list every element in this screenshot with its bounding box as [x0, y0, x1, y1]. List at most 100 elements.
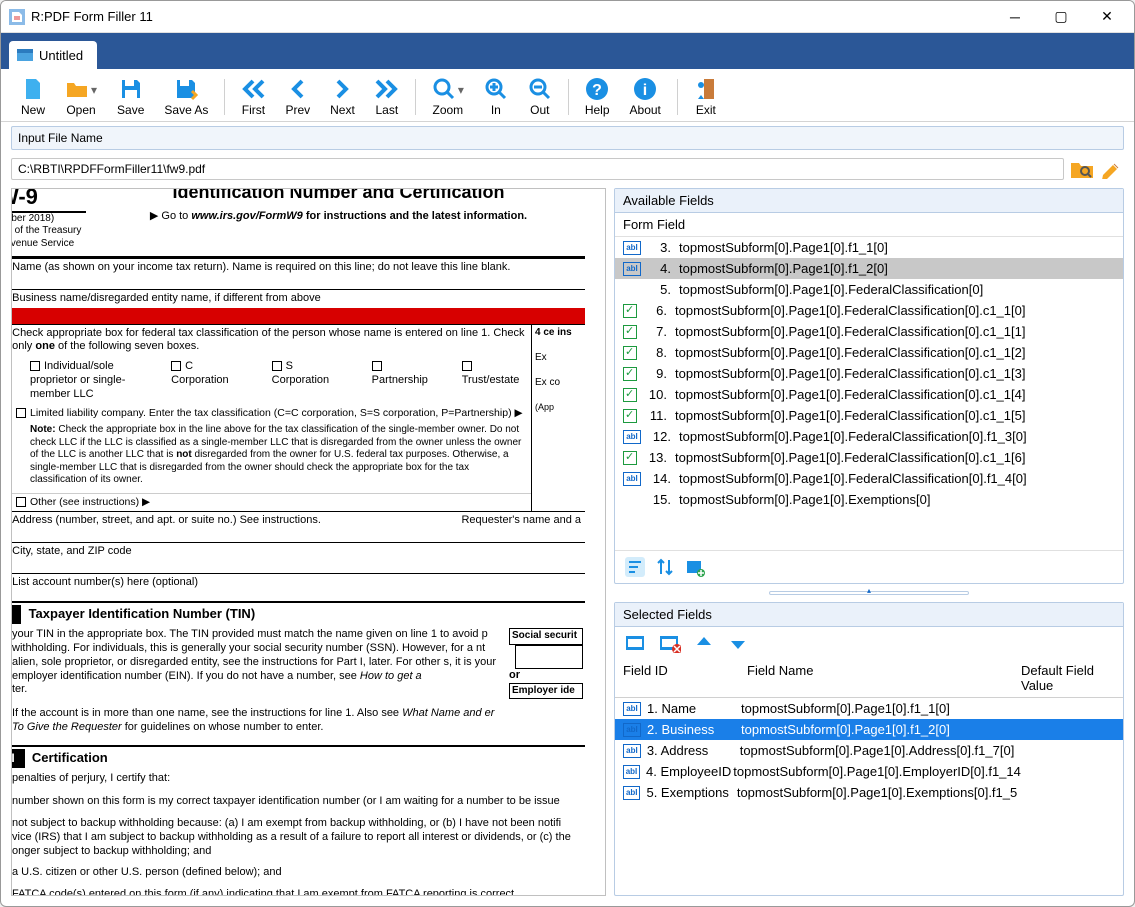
available-field-item[interactable]: 5.topmostSubform[0].Page1[0].FederalClas…: [615, 279, 1123, 300]
next-button[interactable]: Next: [320, 75, 365, 119]
text-field-icon: abI: [623, 723, 641, 737]
field-name: topmostSubform[0].Page1[0].FederalClassi…: [675, 324, 1115, 339]
available-subheader: Form Field: [615, 213, 1123, 237]
checkbox-field-icon: [623, 346, 637, 360]
available-field-item[interactable]: 8.topmostSubform[0].Page1[0].FederalClas…: [615, 342, 1123, 363]
available-field-item[interactable]: abI14.topmostSubform[0].Page1[0].Federal…: [615, 468, 1123, 489]
main-area: W-9 ctober 2018) ent of the Treasury Rev…: [1, 188, 1134, 906]
available-field-item[interactable]: 11.topmostSubform[0].Page1[0].FederalCla…: [615, 405, 1123, 426]
open-button[interactable]: ▾Open: [55, 75, 107, 119]
file-path-input[interactable]: [11, 158, 1064, 180]
move-down-icon[interactable]: [727, 633, 749, 653]
search-folder-icon: [1070, 159, 1094, 179]
selected-toolbar: [615, 627, 1123, 659]
add-field-icon[interactable]: [685, 557, 705, 577]
field-id: 2. Business: [641, 722, 741, 737]
exit-button[interactable]: Exit: [684, 75, 728, 119]
exit-icon: [694, 77, 718, 101]
move-up-icon[interactable]: [693, 633, 715, 653]
field-name: topmostSubform[0].Page1[0].FederalClassi…: [675, 408, 1115, 423]
first-button[interactable]: First: [231, 75, 275, 119]
field-add-icon[interactable]: [625, 633, 647, 653]
text-field-icon: abI: [623, 702, 641, 716]
text-field-icon: abI: [623, 262, 641, 276]
field-name: topmostSubform[0].Page1[0].Exemptions[0]: [679, 492, 1115, 507]
save-button[interactable]: Save: [107, 75, 154, 119]
checkbox-field-icon: [623, 409, 637, 423]
about-button[interactable]: iAbout: [620, 75, 671, 119]
zoomin-icon: [484, 77, 508, 101]
panel-splitter[interactable]: [614, 590, 1124, 596]
selected-header: Selected Fields: [615, 603, 1123, 627]
about-icon: i: [633, 77, 657, 101]
field-name: topmostSubform[0].Page1[0].FederalClassi…: [675, 303, 1115, 318]
field-number: 12.: [649, 429, 671, 444]
selected-field-row[interactable]: abI1. NametopmostSubform[0].Page1[0].f1_…: [615, 698, 1123, 719]
field-id: 3. Address: [641, 743, 740, 758]
selected-field-row[interactable]: abI4. EmployeeIDtopmostSubform[0].Page1[…: [615, 761, 1123, 782]
field-number: 9.: [645, 366, 667, 381]
document-icon: [17, 47, 33, 63]
zoomout-button[interactable]: Out: [518, 75, 562, 119]
svg-text:?: ?: [592, 82, 602, 99]
maximize-button[interactable]: ▢: [1038, 2, 1084, 32]
available-field-item[interactable]: abI12.topmostSubform[0].Page1[0].Federal…: [615, 426, 1123, 447]
app-icon: [9, 9, 25, 25]
field-name: topmostSubform[0].Page1[0].f1_1[0]: [741, 701, 1013, 716]
selected-fields-table[interactable]: abI1. NametopmostSubform[0].Page1[0].f1_…: [615, 698, 1123, 895]
available-field-item[interactable]: 10.topmostSubform[0].Page1[0].FederalCla…: [615, 384, 1123, 405]
zoomin-button[interactable]: In: [474, 75, 518, 119]
field-number: 15.: [649, 492, 671, 507]
text-field-icon: abI: [623, 765, 640, 779]
new-button[interactable]: New: [11, 75, 55, 119]
next-icon: [330, 77, 354, 101]
field-name: topmostSubform[0].Page1[0].f1_2[0]: [741, 722, 1013, 737]
available-field-item[interactable]: 7.topmostSubform[0].Page1[0].FederalClas…: [615, 321, 1123, 342]
prev-button[interactable]: Prev: [275, 75, 320, 119]
available-field-item[interactable]: abI3.topmostSubform[0].Page1[0].f1_1[0]: [615, 237, 1123, 258]
text-field-icon: abI: [623, 786, 640, 800]
field-number: 6.: [645, 303, 667, 318]
close-button[interactable]: ✕: [1084, 2, 1130, 32]
pdf-preview[interactable]: W-9 ctober 2018) ent of the Treasury Rev…: [11, 188, 606, 896]
pencil-icon: [1100, 159, 1124, 179]
available-field-item[interactable]: 9. topmostSubform[0].Page1[0].FederalClas…: [615, 363, 1123, 384]
selected-field-row[interactable]: abI3. AddresstopmostSubform[0].Page1[0].…: [615, 740, 1123, 761]
available-toolbar: [615, 550, 1123, 583]
available-field-item[interactable]: abI4.topmostSubform[0].Page1[0].f1_2[0]: [615, 258, 1123, 279]
sort-icon[interactable]: [625, 557, 645, 577]
help-button[interactable]: ?Help: [575, 75, 620, 119]
available-field-item[interactable]: 13.topmostSubform[0].Page1[0].FederalCla…: [615, 447, 1123, 468]
tab-untitled[interactable]: Untitled: [9, 41, 97, 69]
minimize-button[interactable]: ─: [992, 2, 1038, 32]
toolbar: New ▾Open Save Save As First Prev Next L…: [1, 69, 1134, 122]
field-name: topmostSubform[0].Page1[0].Exemptions[0]…: [737, 785, 1017, 800]
field-number: 5.: [649, 282, 671, 297]
field-remove-icon[interactable]: [659, 633, 681, 653]
pdf-title: Identification Number and Certification: [92, 188, 585, 204]
field-name: topmostSubform[0].Page1[0].FederalClassi…: [675, 366, 1115, 381]
edit-button[interactable]: [1100, 159, 1124, 179]
available-field-item[interactable]: 15. topmostSubform[0].Page1[0].Exemptions…: [615, 489, 1123, 510]
last-button[interactable]: Last: [365, 75, 409, 119]
available-fields-panel: Available Fields Form Field abI3.topmost…: [614, 188, 1124, 584]
zoom-icon: [432, 77, 456, 101]
text-field-icon: abI: [623, 472, 641, 486]
dropdown-arrow-icon: ▾: [91, 83, 97, 97]
zoom-button[interactable]: ▾Zoom: [422, 75, 474, 119]
transfer-icon[interactable]: [655, 557, 675, 577]
selected-field-row[interactable]: abI2. BusinesstopmostSubform[0].Page1[0]…: [615, 719, 1123, 740]
svg-text:i: i: [643, 82, 647, 99]
field-name: topmostSubform[0].Page1[0].FederalClassi…: [679, 471, 1115, 486]
dropdown-arrow-icon: ▾: [458, 83, 464, 97]
saveas-button[interactable]: Save As: [154, 75, 218, 119]
available-fields-list[interactable]: abI3.topmostSubform[0].Page1[0].f1_1[0]a…: [615, 237, 1123, 550]
text-field-icon: abI: [623, 430, 641, 444]
field-id: 5. Exemptions: [640, 785, 736, 800]
selected-field-row[interactable]: abI5. ExemptionstopmostSubform[0].Page1[…: [615, 782, 1123, 803]
browse-button[interactable]: [1070, 159, 1094, 179]
field-number: 13.: [645, 450, 667, 465]
available-field-item[interactable]: 6. topmostSubform[0].Page1[0].FederalClas…: [615, 300, 1123, 321]
saveas-icon: [174, 77, 198, 101]
field-number: 4.: [649, 261, 671, 276]
